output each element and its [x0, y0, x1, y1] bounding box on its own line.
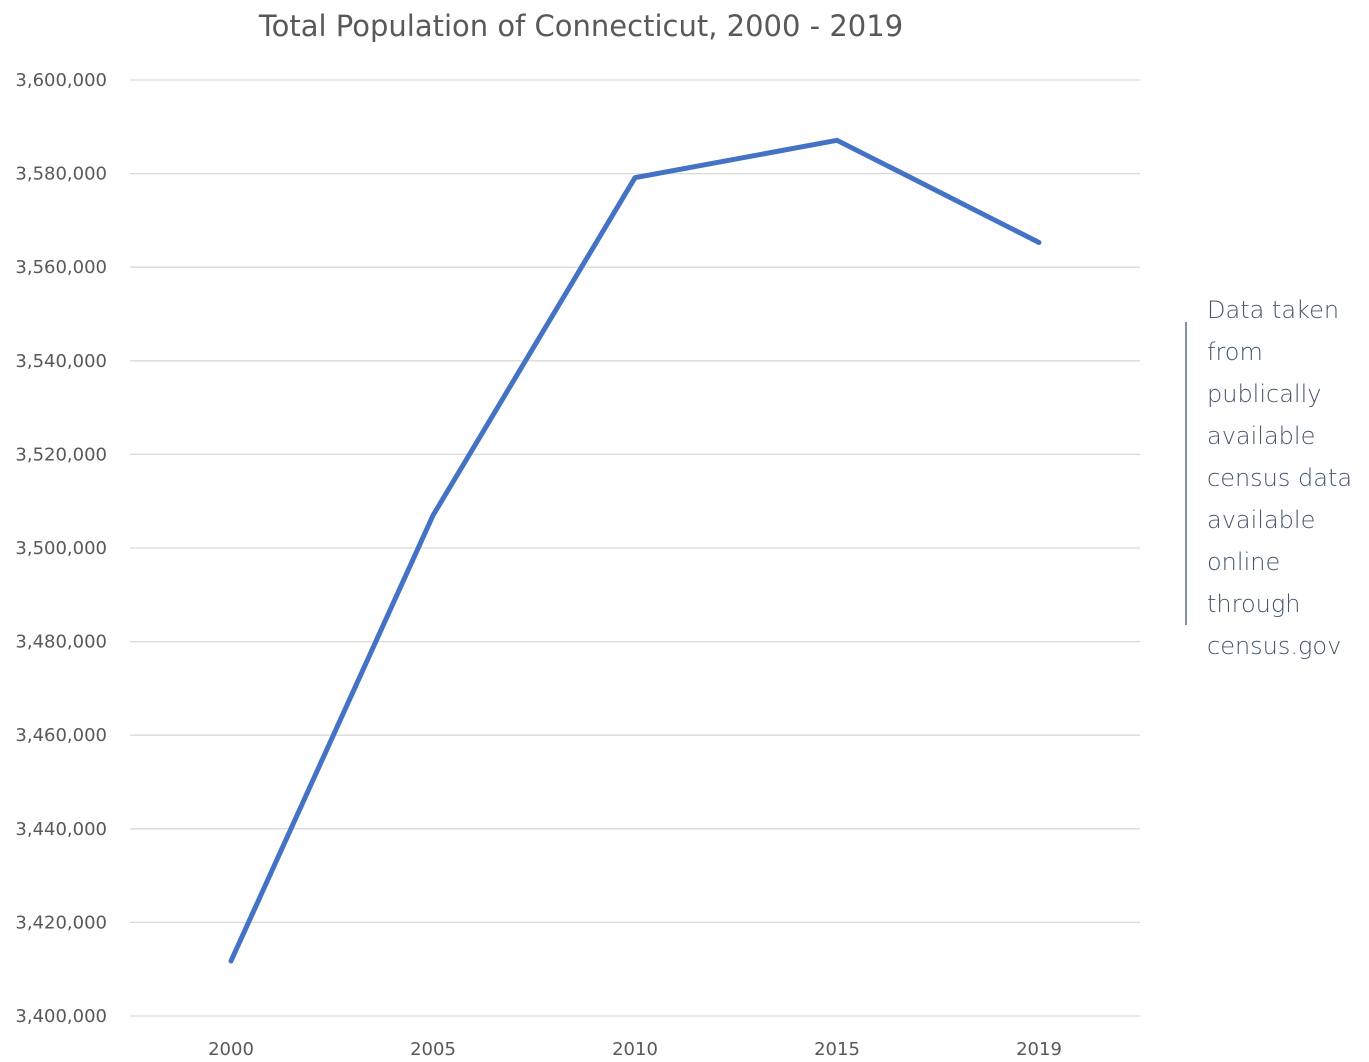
y-axis-tick-labels: 3,400,000 3,420,000 3,440,000 3,460,000 3,48… [15, 70, 107, 1027]
annotation-line: available [1207, 422, 1315, 450]
annotation-text: Data taken from publically available census … [1207, 296, 1352, 660]
y-tick-label: 3,400,000 [15, 1006, 107, 1027]
x-tick-label: 2015 [814, 1039, 860, 1060]
population-series-line [228, 137, 1042, 964]
x-axis-tick-labels: 2000 2005 2010 2015 2019 [208, 1039, 1062, 1060]
y-tick-label: 3,460,000 [15, 725, 107, 746]
annotation-line: publically [1207, 380, 1321, 408]
y-tick-label: 3,500,000 [15, 538, 107, 559]
y-tick-label: 3,600,000 [15, 70, 107, 91]
annotation-line: online [1207, 548, 1280, 576]
annotation-line: from [1207, 338, 1263, 366]
y-tick-label: 3,480,000 [15, 632, 107, 653]
annotation-line: Data taken [1207, 296, 1339, 324]
annotation-callout: Data taken from publically available census … [1185, 296, 1352, 660]
annotation-line: through [1207, 590, 1300, 618]
annotation-line: census.gov [1207, 632, 1341, 660]
x-tick-label: 2019 [1016, 1039, 1062, 1060]
gridlines [130, 79, 1140, 1017]
x-tick-label: 2000 [208, 1039, 254, 1060]
series-layer [228, 137, 1042, 964]
y-tick-label: 3,580,000 [15, 164, 107, 185]
annotation-line: available [1207, 506, 1315, 534]
y-tick-label: 3,420,000 [15, 912, 107, 933]
y-tick-label: 3,440,000 [15, 819, 107, 840]
y-tick-label: 3,540,000 [15, 351, 107, 372]
x-tick-label: 2010 [612, 1039, 658, 1060]
chart-title: Total Population of Connecticut, 2000 - … [258, 9, 903, 43]
y-tick-label: 3,520,000 [15, 444, 107, 465]
x-tick-label: 2005 [410, 1039, 456, 1060]
annotation-line: census data [1207, 464, 1352, 492]
y-tick-label: 3,560,000 [15, 257, 107, 278]
